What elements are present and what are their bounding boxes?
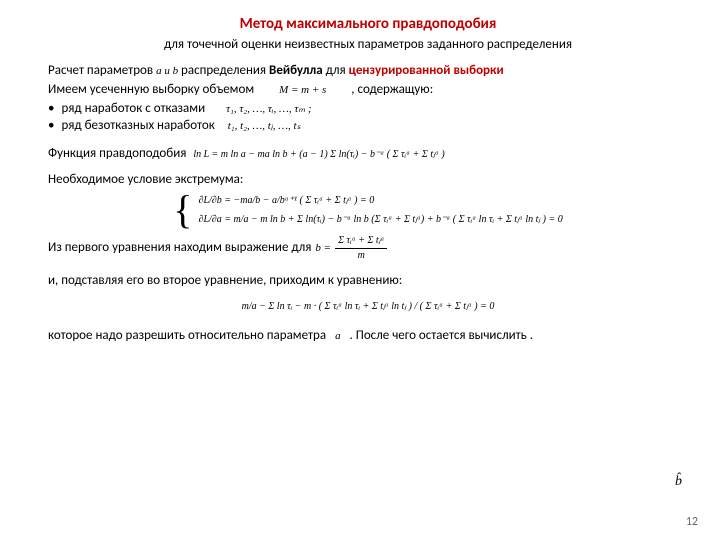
first-eq-frac: Σ τᵢᵃ + Σ tⱼᵃ m [335, 234, 387, 262]
slide-root: Метод максимального правдоподобия для то… [0, 0, 720, 540]
slide-subtitle: для точечной оценки неизвестных параметр… [48, 36, 688, 54]
sample-eq: M = m + s [279, 84, 326, 96]
big-equation: m/a − Σ ln τᵢ − m · ( Σ τᵢᵃ ln τᵢ + Σ tⱼ… [48, 300, 688, 314]
calc-weibull: Вейбулла [269, 63, 323, 78]
subst-line: и, подставляя его во второе уравнение, п… [48, 272, 688, 290]
likelihood-line: Функция правдоподобия ln L = m ln a − ma… [48, 145, 688, 163]
first-eq-text: Из первого уравнения находим выражение д… [48, 239, 311, 257]
nc-label: Необходимое условие экстремума: [48, 171, 688, 189]
calc-text-1: Расчет параметров [48, 63, 156, 78]
bullet1-text: ряд наработок с отказами [61, 101, 205, 116]
resolve-1: которое надо разрешить относительно пара… [48, 328, 326, 343]
calc-line: Расчет параметров a и b распределения Ве… [48, 62, 688, 80]
sample-line: Имеем усеченную выборку объемом M = m + … [48, 81, 688, 99]
lf-label: Функция правдоподобия [48, 146, 186, 161]
bullet2-text: ряд безотказных наработок [61, 118, 214, 133]
frac-den: m [335, 249, 387, 263]
list-item: ряд безотказных наработок t₁, t₂, …, tⱼ,… [48, 117, 688, 135]
equation-column: ∂L/∂b = −ma/b − a/bᵃ⁺¹ ( Σ τᵢᵃ + Σ tⱼᵃ )… [199, 194, 563, 226]
bullet-list: ряд наработок с отказами τ₁, τ₂, …, τᵢ, … [48, 100, 688, 135]
page-number: 12 [686, 514, 698, 530]
lf-eq: ln L = m ln a − ma ln b + (a − 1) Σ ln(τ… [193, 149, 444, 160]
calc-text-2: распределения [178, 63, 269, 78]
list-item: ряд наработок с отказами τ₁, τ₂, …, τᵢ, … [48, 100, 688, 118]
frac-num: Σ τᵢᵃ + Σ tⱼᵃ [335, 234, 387, 249]
extremum-system: { ∂L/∂b = −ma/b − a/bᵃ⁺¹ ( Σ τᵢᵃ + Σ tⱼᵃ… [48, 192, 688, 228]
sample-a: Имеем усеченную выборку объемом [48, 82, 254, 97]
resolve-line: которое надо разрешить относительно пара… [48, 327, 688, 345]
slide-title: Метод максимального правдоподобия [48, 14, 688, 34]
resolve-2: . После чего остается вычислить . [350, 328, 533, 343]
calc-text-3: для [323, 63, 349, 78]
resolve-a: a [335, 330, 341, 342]
left-brace-icon: { [173, 192, 192, 228]
eq-da: ∂L/∂a = m/a − m ln b + Σ ln(τᵢ) − b⁻ᵃ ln… [199, 213, 563, 227]
bullet1-eq: τ₁, τ₂, …, τᵢ, …, τₘ ; [226, 103, 311, 115]
first-eq-lhs: b = [315, 241, 331, 256]
first-eq-line: Из первого уравнения находим выражение д… [48, 234, 688, 262]
sample-b: , содержащую: [351, 82, 433, 97]
calc-ab: a и b [156, 65, 178, 77]
calc-censored: цензурированной выборки [349, 63, 504, 78]
bullet2-eq: t₁, t₂, …, tⱼ, …, tₛ [228, 120, 301, 132]
eq-db: ∂L/∂b = −ma/b − a/bᵃ⁺¹ ( Σ τᵢᵃ + Σ tⱼᵃ )… [199, 194, 375, 208]
b-hat-symbol: b̂ [675, 473, 682, 492]
